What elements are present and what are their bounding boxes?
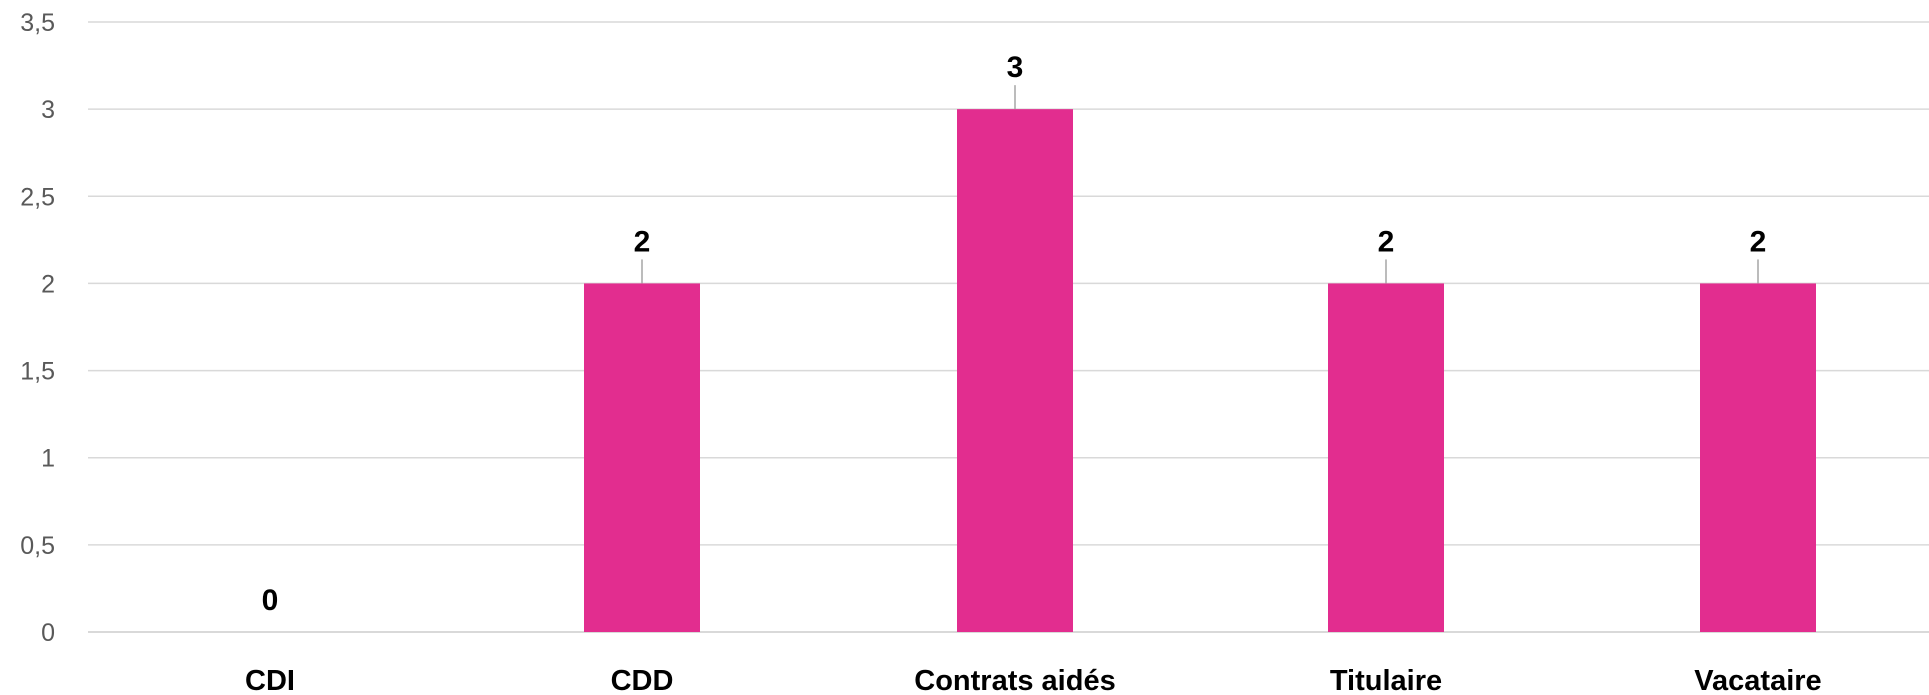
y-tick-label: 3,5 (20, 9, 55, 37)
x-category-label: CDI (245, 665, 295, 695)
data-label-leaders (641, 85, 1759, 284)
y-tick-label: 0,5 (20, 532, 55, 560)
y-tick-label: 1 (41, 445, 55, 473)
data-label: 3 (1007, 51, 1024, 84)
x-axis-category-labels: CDI CDD Contrats aidés Titulaire Vacataire (245, 665, 1822, 695)
data-label: 0 (262, 584, 279, 617)
y-tick-label: 3 (41, 96, 55, 124)
data-label: 2 (1750, 225, 1767, 258)
data-labels: 0 2 3 2 2 (262, 51, 1767, 617)
y-tick-label: 0 (41, 619, 55, 647)
x-category-label: Contrats aidés (914, 665, 1115, 695)
x-category-label: Vacataire (1694, 665, 1821, 695)
y-axis-tick-labels: 0 0,5 1 1,5 2 2,5 3 3,5 (20, 9, 55, 647)
y-tick-label: 2 (41, 270, 55, 298)
x-category-label: Titulaire (1330, 665, 1442, 695)
bar (1328, 283, 1444, 632)
y-tick-label: 1,5 (20, 358, 55, 386)
bars (584, 109, 1816, 632)
y-tick-label: 2,5 (20, 183, 55, 211)
bar (1700, 283, 1816, 632)
x-category-label: CDD (611, 665, 674, 695)
bar (584, 283, 700, 632)
data-label: 2 (1378, 225, 1395, 258)
bar (957, 109, 1073, 632)
data-label: 2 (634, 225, 651, 258)
